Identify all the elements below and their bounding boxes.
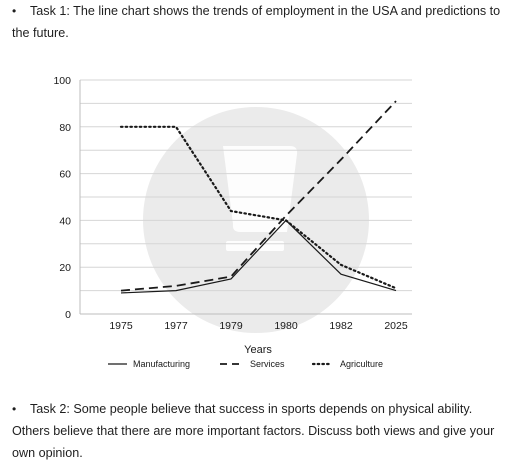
series-line-services <box>120 100 397 292</box>
x-tick-label: 1975 <box>109 320 133 332</box>
y-tick-label: 60 <box>59 169 71 181</box>
x-tick-label: 1980 <box>274 320 298 332</box>
task2-text: Task 2: Some people believe that success… <box>12 402 495 460</box>
x-tick-label: 1982 <box>329 320 353 332</box>
legend: Manufacturing Services Agriculture <box>108 359 383 369</box>
x-tick-label: 2025 <box>384 320 408 332</box>
y-tick-label: 80 <box>59 122 71 134</box>
series-line-manufacturing <box>120 219 397 294</box>
y-tick-label: 40 <box>59 215 71 227</box>
x-tick-label: 1979 <box>219 320 243 332</box>
legend-label-manufacturing: Manufacturing <box>133 359 190 369</box>
bullet: • <box>12 4 17 18</box>
task1-paragraph: • Task 1: The line chart shows the trends… <box>12 0 506 44</box>
task2-paragraph: • Task 2: Some people believe that succes… <box>12 398 506 464</box>
task1-text: Task 1: The line chart shows the trends … <box>12 4 501 40</box>
x-axis-label: Years <box>244 344 272 356</box>
y-tick-label: 0 <box>65 309 71 321</box>
y-axis: 0 20 40 60 80 100 <box>53 75 71 321</box>
grid-lines <box>79 79 412 315</box>
legend-label-services: Services <box>250 359 285 369</box>
line-chart: 0 20 40 60 80 100 1975 1977 1979 1980 1982 2025 Ye… <box>53 75 412 369</box>
x-axis: 1975 1977 1979 1980 1982 2025 <box>109 320 408 332</box>
y-tick-label: 100 <box>53 75 71 87</box>
legend-label-agriculture: Agriculture <box>340 359 383 369</box>
series-line-agriculture <box>119 125 398 290</box>
y-tick-label: 20 <box>59 262 71 274</box>
bullet: • <box>12 402 17 416</box>
x-tick-label: 1977 <box>164 320 188 332</box>
series-lines <box>119 100 398 294</box>
